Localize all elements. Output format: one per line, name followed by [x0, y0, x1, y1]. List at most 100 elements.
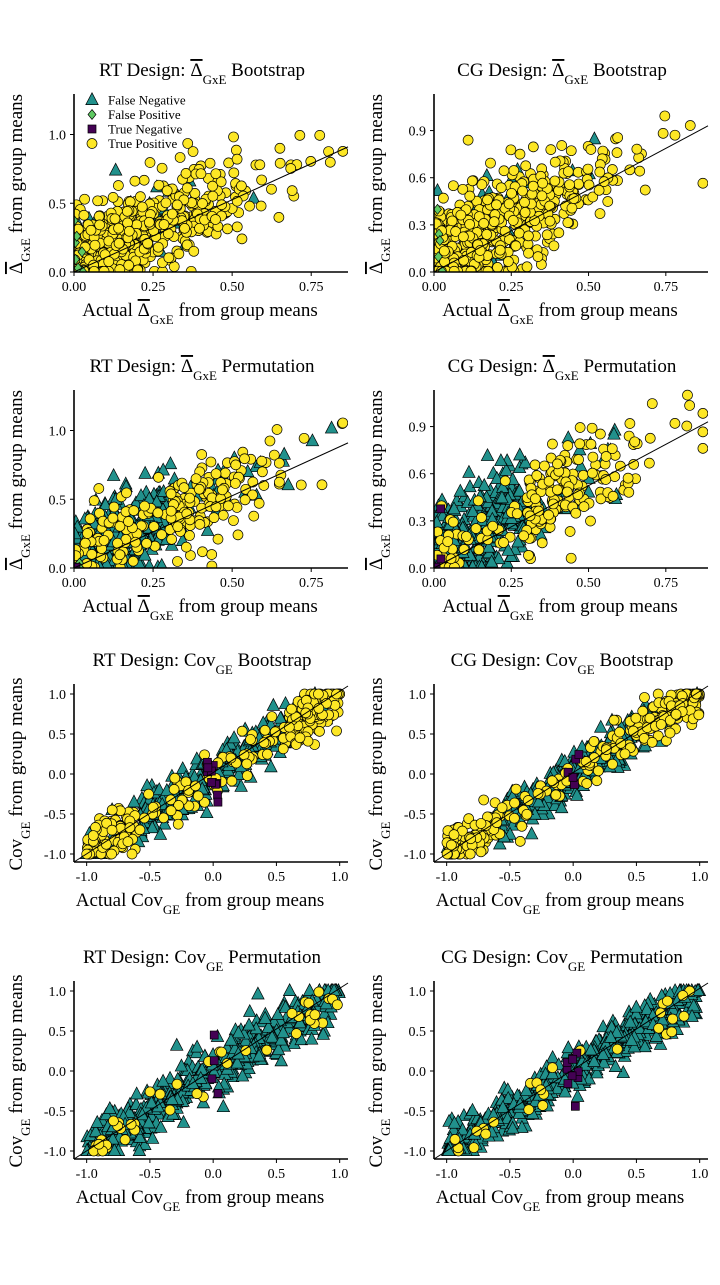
point-true-positive [544, 200, 556, 212]
point-true-positive [124, 196, 136, 208]
chart-title: RT Design: ΔGxE Permutation [89, 356, 315, 383]
y-tick-label: 0.5 [409, 728, 427, 743]
point-false-negative [200, 522, 215, 536]
y-tick-label: 0.0 [49, 562, 67, 577]
y-axis-label: ΔGxE from group means [366, 94, 393, 274]
point-true-positive [478, 218, 490, 229]
point-false-negative [242, 1003, 257, 1017]
point-true-positive [236, 725, 248, 737]
point-true-positive [199, 796, 210, 808]
point-true-positive [552, 484, 563, 496]
point-true-positive [509, 812, 520, 824]
point-false-negative [174, 1058, 189, 1072]
point-true-positive [210, 168, 222, 180]
point-false-negative [623, 1014, 637, 1028]
point-true-positive [646, 736, 658, 748]
point-true-positive [79, 537, 91, 549]
point-true-positive [212, 533, 224, 545]
point-true-positive [206, 549, 218, 560]
x-tick-label: 0.25 [499, 576, 524, 591]
point-true-positive [180, 541, 192, 553]
point-true-positive [258, 480, 270, 491]
point-true-positive [588, 736, 600, 747]
y-tick-label: -1.0 [404, 1145, 426, 1160]
point-true-positive [174, 152, 186, 163]
y-tick-label: 0.0 [409, 562, 427, 577]
point-true-positive [259, 724, 271, 736]
point-true-positive [450, 226, 461, 237]
point-true-positive [458, 231, 469, 243]
point-true-positive [467, 175, 478, 187]
point-true-positive [153, 179, 165, 191]
point-true-positive [655, 719, 667, 730]
point-false-negative [316, 1026, 331, 1040]
point-true-positive [464, 190, 476, 202]
identity-line [433, 685, 709, 863]
point-false-negative [133, 1129, 147, 1143]
point-true-positive [294, 130, 306, 141]
point-true-positive [207, 180, 218, 192]
point-true-positive [494, 244, 506, 256]
point-true-positive [127, 555, 139, 567]
point-true-positive [611, 1043, 623, 1055]
point-true-positive [562, 440, 574, 451]
point-true-positive [171, 1078, 183, 1090]
point-false-negative [587, 1054, 601, 1067]
legend-false-positive-label: False Positive [108, 107, 181, 122]
point-true-positive [637, 705, 649, 717]
point-false-negative [638, 1039, 652, 1053]
point-true-positive [619, 748, 631, 760]
x-tick-label: -0.5 [499, 870, 521, 885]
panel-cg-cov-6: CG Design: CovGE Bootstrap-1.0 -0.5 0.0 0.5… [366, 650, 708, 917]
point-false-negative [501, 1090, 515, 1104]
legend-true-positive-marker [86, 138, 98, 149]
x-tick-label: 0.5 [268, 1167, 286, 1182]
point-true-positive [606, 443, 618, 455]
point-true-positive [506, 187, 517, 199]
point-true-positive [152, 241, 164, 253]
point-true-positive [608, 714, 620, 726]
y-tick-label: 0.5 [49, 197, 67, 212]
point-true-positive [223, 500, 234, 512]
point-false-negative [561, 1040, 576, 1054]
point-true-positive [156, 162, 168, 174]
x-tick-label: -1.0 [436, 1167, 458, 1182]
point-false-negative [480, 447, 495, 461]
y-axis-label: CovGE from group means [366, 974, 393, 1167]
point-true-positive [262, 748, 273, 760]
point-true-positive [184, 492, 196, 504]
point-true-positive [595, 493, 607, 505]
point-true-positive [481, 229, 493, 240]
x-tick-label: -1.0 [76, 870, 98, 885]
point-false-positive [434, 203, 442, 215]
point-true-positive [230, 459, 242, 471]
point-true-positive [181, 239, 193, 251]
point-false-negative [145, 820, 160, 834]
point-true-positive [587, 467, 598, 479]
point-true-negative [213, 1088, 223, 1098]
point-true-positive [460, 531, 472, 542]
point-true-positive [659, 110, 671, 122]
point-false-negative [447, 1115, 462, 1129]
y-axis-label: CovGE from group means [6, 677, 33, 870]
point-false-negative [455, 1122, 470, 1136]
point-true-positive [314, 130, 326, 141]
point-true-positive [331, 725, 342, 737]
y-tick-label: 1.0 [409, 688, 427, 703]
point-true-positive [172, 521, 184, 533]
point-true-positive [107, 191, 119, 203]
point-false-negative [156, 1073, 170, 1087]
point-true-positive [122, 836, 134, 847]
legend-true-positive-label: True Positive [108, 136, 177, 151]
point-true-positive [476, 512, 487, 523]
point-true-positive [121, 206, 133, 217]
x-tick-label: 0.5 [628, 1167, 646, 1182]
point-false-negative [686, 998, 701, 1012]
point-false-negative [273, 710, 288, 724]
point-true-positive [231, 221, 243, 233]
point-false-negative [505, 1120, 520, 1134]
point-true-positive [591, 775, 603, 787]
point-true-positive [94, 219, 105, 231]
point-true-positive [464, 218, 476, 230]
point-true-positive [653, 1022, 665, 1034]
